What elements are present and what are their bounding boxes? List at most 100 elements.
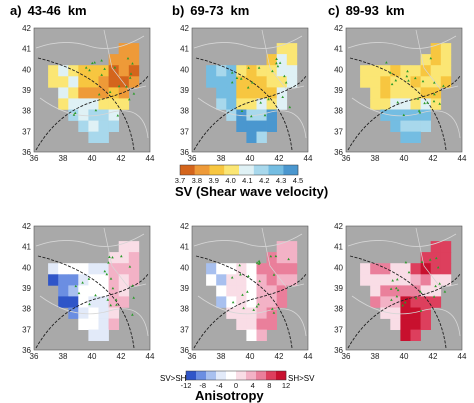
x-tick-label: 44 [304,352,313,361]
aniso-left-label: SV>SH [160,374,187,383]
y-tick-label: 38 [22,107,31,116]
grid-cell [226,263,237,275]
y-tick-label: 37 [334,127,343,136]
station-marker [250,114,253,118]
grid-cell [266,318,277,330]
sv-colorbar-tick: 4.3 [276,176,286,185]
sv-colorbar-tick: 4.5 [293,176,303,185]
station-marker [239,77,243,80]
aniso-colorbar-segment [276,371,287,380]
border-line [351,97,461,139]
grid-cell [420,318,431,330]
grid-cell [370,76,381,88]
grid-cell [410,285,421,297]
grid-cell [108,109,119,121]
y-tick-label: 39 [180,284,189,293]
y-tick-label: 39 [180,86,189,95]
grid-cell [390,65,401,77]
grid-cell [118,87,130,99]
y-tick-label: 42 [180,222,189,231]
station-marker [257,262,261,265]
station-marker [438,102,441,105]
aniso-colorbar: -12 -8 -4 0 4 8 12 [181,370,290,390]
grid-cell [370,65,381,77]
grid-cell [390,274,401,286]
panel-title-b: b) 69-73 km [172,3,249,18]
grid-cell [390,120,401,132]
border-line [197,295,307,337]
station-marker [390,82,394,86]
y-tick-label: 40 [180,263,189,272]
grid-cell [108,318,119,330]
station-marker [401,304,404,307]
x-tick-label: 42 [117,352,126,361]
station-marker [84,66,88,69]
grid-cell [400,98,411,110]
x-tick-label: 36 [188,352,197,361]
x-tick-label: 40 [400,154,409,163]
y-tick-label: 40 [22,65,31,74]
station-marker [117,84,121,88]
station-marker [246,86,250,89]
station-marker [272,311,276,314]
fault-line [349,57,447,151]
grid-cell [266,87,277,99]
sv-colorbar-tick: 3.8 [192,176,202,185]
grid-cell [370,87,381,99]
grid-cell [226,98,237,110]
grid-cell [266,296,277,308]
sv-colorbar-segment [239,165,254,175]
station-marker [438,282,441,285]
grid-cell [276,263,288,275]
grid-cell [78,296,89,308]
fault-line [195,57,293,151]
grid-cell [286,241,298,253]
station-marker [288,105,292,109]
y-tick-label: 42 [334,24,343,33]
fault-line [37,57,135,151]
grid-cell [118,296,130,308]
x-tick-label: 36 [30,154,39,163]
aniso-colorbar-tick: -4 [216,381,223,390]
grid-cell [266,307,277,319]
grid-cell [440,252,452,264]
sv-colorbar-tick: 3.9 [208,176,218,185]
grid-cell [78,285,89,297]
map-panel-aniso-c: 36 38 40 42 44 36 37 38 39 40 41 42 [334,222,467,361]
grid-cell [206,65,217,77]
station-marker [128,76,132,79]
grid-cell [256,318,267,330]
sv-colorbar-segment [180,165,195,175]
grid-cell [58,285,69,297]
station-marker [103,67,106,70]
grid-cell [118,65,130,77]
y-tick-label: 37 [22,325,31,334]
fault-line [347,75,461,151]
station-marker [257,66,261,69]
grid-cell [118,54,130,66]
grid-cell [276,274,288,286]
grid-cell [390,307,401,319]
station-marker [73,111,77,114]
grid-cell [236,307,247,319]
grid-cell [236,120,247,132]
aniso-colorbar-frame [185,370,287,381]
grid-cell [390,318,401,330]
station-marker [251,81,254,84]
grid-cell [216,263,227,275]
grid-cell [226,296,237,308]
grid-cell [128,274,140,286]
fault-line [349,255,447,349]
station-marker [108,255,111,258]
station-marker [435,256,438,260]
station-marker [404,261,408,264]
grid-cell [128,263,140,275]
station-marker [257,302,260,306]
station-marker [94,293,97,297]
grid-cell [430,263,442,275]
grid-cell [226,109,237,121]
fault-line [35,75,149,151]
grid-cell [400,329,411,341]
grid-cell [390,98,401,110]
grid-cell [128,43,140,55]
